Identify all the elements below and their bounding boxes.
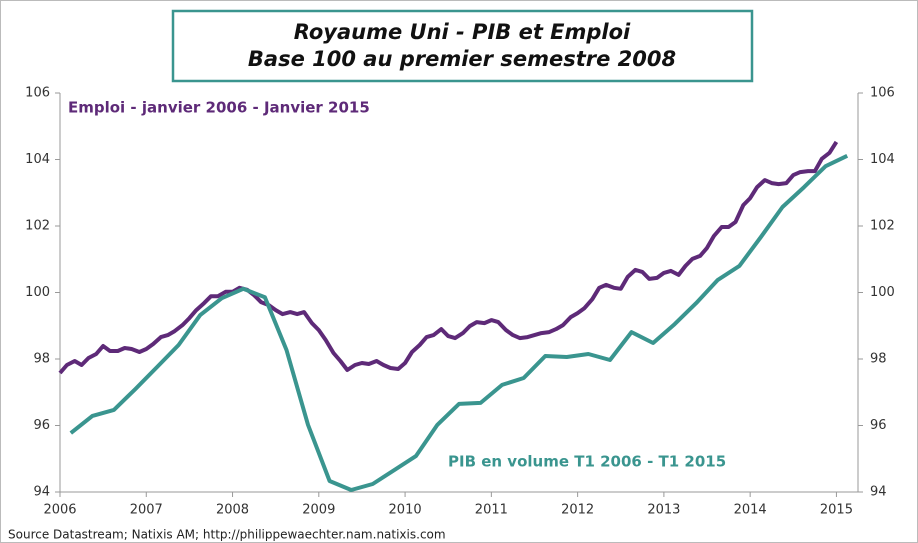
y-tick-label: 102	[25, 219, 50, 234]
x-tick-label: 2011	[475, 503, 508, 518]
series-line	[58, 140, 839, 375]
title-box	[171, 9, 754, 83]
y-tick-label: 104	[25, 152, 50, 167]
x-tick-label: 2014	[734, 503, 767, 518]
x-tick-label: 2007	[130, 503, 163, 518]
y2-tick-label: 102	[870, 219, 895, 234]
y-tick-label: 94	[33, 485, 50, 500]
x-tick-label: 2009	[302, 503, 335, 518]
series-label: PIB en volume T1 2006 - T1 2015	[448, 453, 726, 471]
y-tick-label: 100	[25, 285, 50, 300]
x-tick-label: 2013	[647, 503, 680, 518]
x-tick-label: 2015	[820, 503, 853, 518]
y2-tick-label: 106	[870, 86, 895, 101]
x-tick-label: 2010	[389, 503, 422, 518]
x-tick-label: 2012	[561, 503, 594, 518]
x-tick-label: 2006	[43, 503, 76, 518]
y2-tick-label: 100	[870, 285, 895, 300]
series-label: Emploi - janvier 2006 - Janvier 2015	[68, 99, 370, 117]
y-tick-label: 96	[33, 418, 50, 433]
y-tick-label: 98	[33, 352, 50, 367]
y2-tick-label: 98	[870, 352, 887, 367]
series-line	[69, 153, 849, 492]
y2-tick-label: 104	[870, 152, 895, 167]
chart-title: Royaume Uni - PIB et Emploi	[294, 20, 631, 44]
chart-subtitle: Base 100 au premier semestre 2008	[248, 47, 676, 71]
y2-tick-label: 94	[870, 485, 887, 500]
x-tick-label: 2008	[216, 503, 249, 518]
y-tick-label: 106	[25, 86, 50, 101]
source-note: Source Datastream; Natixis AM; http://ph…	[8, 528, 446, 542]
y2-tick-label: 96	[870, 418, 887, 433]
